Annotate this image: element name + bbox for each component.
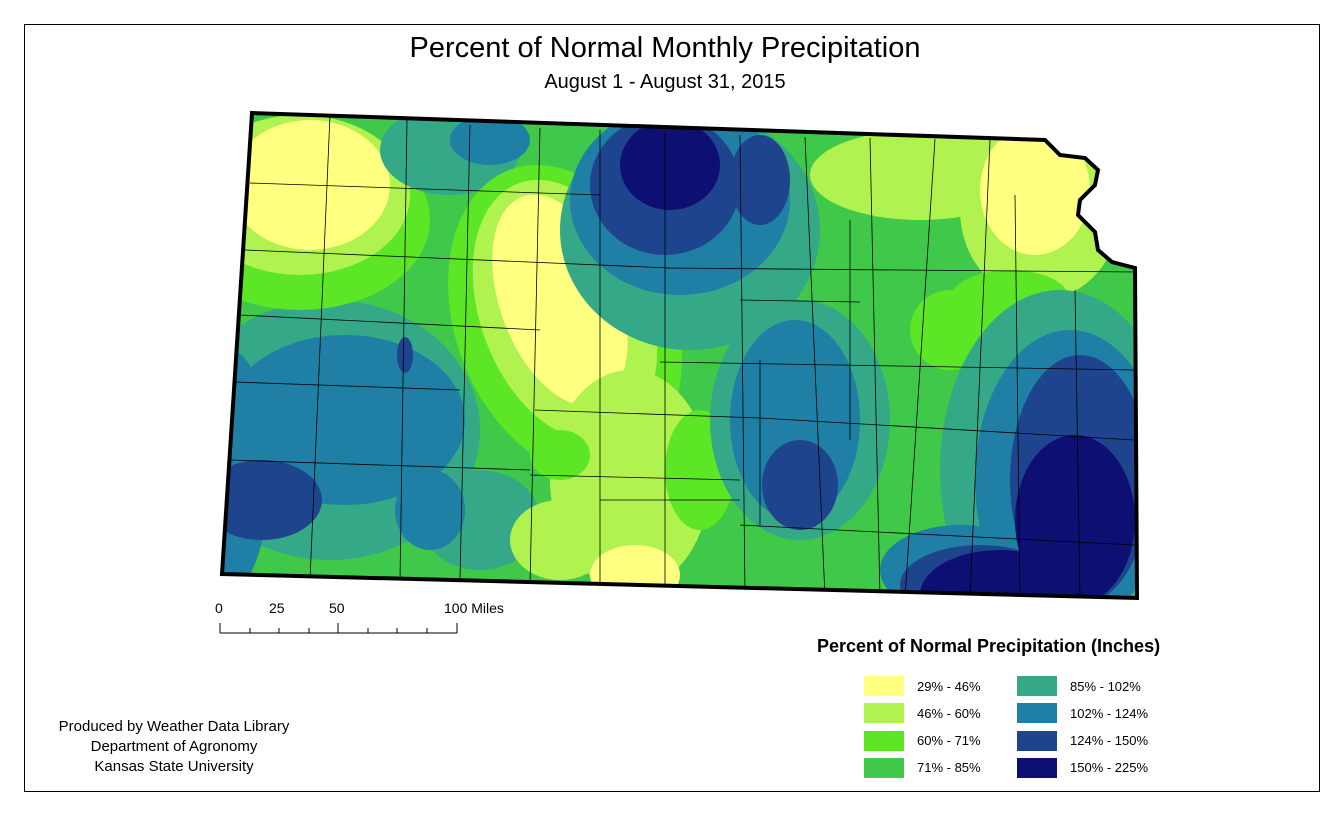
legend-item: 29% - 46%	[864, 676, 981, 696]
scale-label-25: 25	[269, 600, 285, 616]
legend-title: Percent of Normal Precipitation (Inches)	[817, 636, 1161, 656]
credit-line: Department of Agronomy	[90, 738, 258, 755]
legend-swatch	[864, 730, 904, 751]
legend-label: 29% - 46%	[917, 678, 981, 694]
legend-swatch	[864, 757, 904, 778]
map-subtitle: August 1 - August 31, 2015	[544, 71, 786, 93]
legend-item: 85% - 102%	[1017, 676, 1141, 696]
map-frame	[24, 24, 1320, 792]
legend-label: 85% - 102%	[1070, 678, 1141, 694]
legend-item: 46% - 60%	[864, 703, 981, 724]
legend-swatch	[864, 703, 904, 724]
credit-line: Kansas State University	[94, 758, 254, 775]
legend-label: 124% - 150%	[1070, 733, 1149, 749]
legend-label: 71% - 85%	[917, 760, 981, 776]
scale-label-50: 50	[329, 600, 345, 616]
legend-item: 124% - 150%	[1017, 730, 1149, 751]
legend-swatch	[1017, 757, 1057, 778]
legend-label: 102% - 124%	[1070, 705, 1149, 721]
credits: Produced by Weather Data Library Departm…	[36, 717, 312, 777]
scale-label-100: 100 Miles	[444, 600, 504, 616]
legend-label: 150% - 225%	[1070, 760, 1149, 776]
legend-swatch	[1017, 676, 1057, 696]
legend-swatch	[864, 676, 904, 696]
legend-item: 60% - 71%	[864, 730, 981, 751]
legend-swatch	[1017, 703, 1057, 724]
scale-bar	[219, 623, 458, 634]
map-title: Percent of Normal Monthly Precipitation	[409, 32, 921, 64]
legend-label: 46% - 60%	[917, 705, 981, 721]
scale-label-0: 0	[215, 600, 223, 616]
legend-item: 102% - 124%	[1017, 703, 1149, 724]
legend-label: 60% - 71%	[917, 733, 981, 749]
precip-surface	[222, 113, 1137, 598]
credit-line: Produced by Weather Data Library	[58, 718, 290, 735]
legend-item: 150% - 225%	[1017, 757, 1149, 778]
legend-item: 71% - 85%	[864, 757, 981, 778]
county-boundaries	[229, 114, 1136, 598]
legend-swatch	[1017, 730, 1057, 751]
